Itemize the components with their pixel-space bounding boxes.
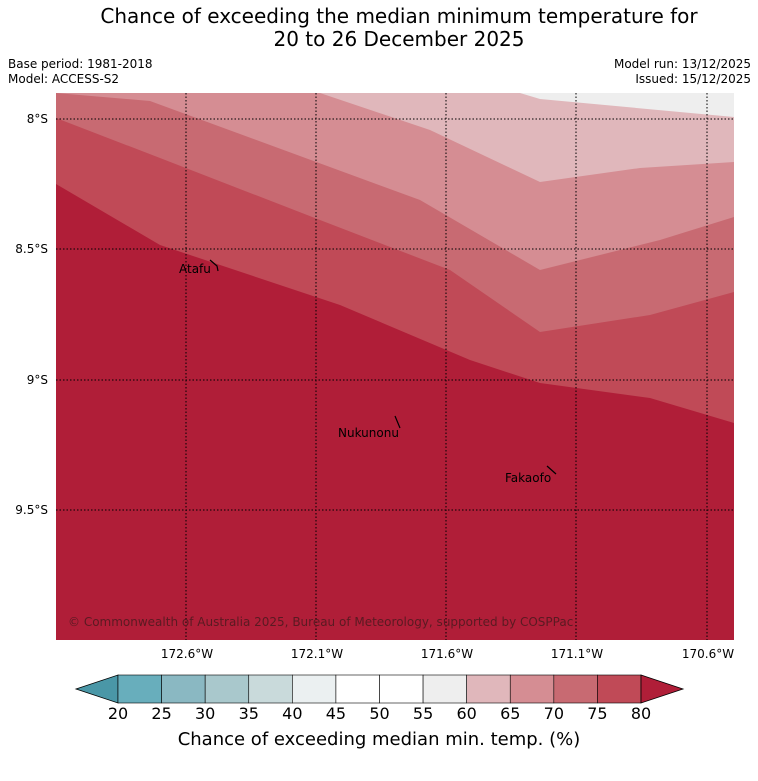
colorbar-cell [117,674,162,704]
colorbar-cell [422,674,467,704]
map-title: Chance of exceeding the median minimum t… [0,5,758,51]
colorbar-tick-label: 70 [543,704,564,723]
issued-date: Issued: 15/12/2025 [635,72,751,86]
colorbar-cells [117,674,642,704]
colorbar-cell [335,674,380,704]
colorbar-tick-label: 30 [194,704,216,723]
colorbar-tick-label: 60 [456,704,477,723]
meta-left: Base period: 1981-2018 Model: ACCESS-S2 [8,57,153,87]
colorbar-tick-label: 50 [369,704,390,723]
lon-label-172-6w: 172.6°W [160,647,214,661]
colorbar-cell [597,674,642,704]
colorbar-cell [553,674,598,704]
colorbar-cell [466,674,511,704]
band-5 [56,184,734,640]
colorbar-tick-label: 65 [500,704,521,723]
title-line-1: Chance of exceeding the median minimum t… [100,4,698,28]
colorbar-cell [204,674,250,704]
lon-label-172-1w: 172.1°W [290,647,344,661]
model-name: Model: ACCESS-S2 [8,72,120,86]
colorbar-tick-label: 20 [107,704,129,723]
nukunonu-atoll [394,415,401,429]
colorbar-tick-label: 25 [151,704,172,723]
place-nukunonu: Nukunonu [338,426,399,440]
colorbar [74,674,685,704]
meta-right: Model run: 13/12/2025 Issued: 15/12/2025 [614,57,751,87]
colorbar-tick-label: 80 [630,704,652,723]
colorbar-cell [248,674,293,704]
colorbar-tick-label: 75 [587,704,608,723]
colorbar-label: Chance of exceeding median min. temp. (%… [177,729,581,750]
colorbar-cell [292,674,337,704]
colorbar-tick-label: 35 [238,704,259,723]
lat-label-8-5s: 8.5°S [15,242,48,256]
place-atafu: Atafu [179,262,211,276]
colorbar-cell [161,674,206,704]
colorbar-tick-label: 40 [282,704,303,723]
colorbar-over [640,674,685,704]
fakaofo-atoll [546,465,557,475]
colorbar-tick-label: 45 [325,704,347,723]
map-area: Atafu Nukunonu Fakaofo © Commonwealth of… [56,93,734,640]
atafu-atoll [209,259,219,272]
title-line-2: 20 to 26 December 2025 [273,27,525,51]
base-period: Base period: 1981-2018 [8,57,153,71]
model-run: Model run: 13/12/2025 [613,57,751,71]
graticule [56,93,734,640]
lon-label-171-1w: 171.1°W [550,647,604,661]
lon-label-171-6w: 171.6°W [420,647,474,661]
lat-label-8s: 8°S [26,112,48,126]
lat-label-9-5s: 9.5°S [15,503,48,517]
colorbar-cell [509,674,555,704]
lon-label-170-6w: 170.6°W [681,647,735,661]
colorbar-tick-label: 55 [412,704,434,723]
colorbar-cell [379,674,424,704]
place-fakaofo: Fakaofo [505,471,551,485]
lat-label-9s: 9°S [26,373,48,387]
colorbar-under [74,674,119,704]
copyright-notice: © Commonwealth of Australia 2025, Bureau… [68,615,573,629]
